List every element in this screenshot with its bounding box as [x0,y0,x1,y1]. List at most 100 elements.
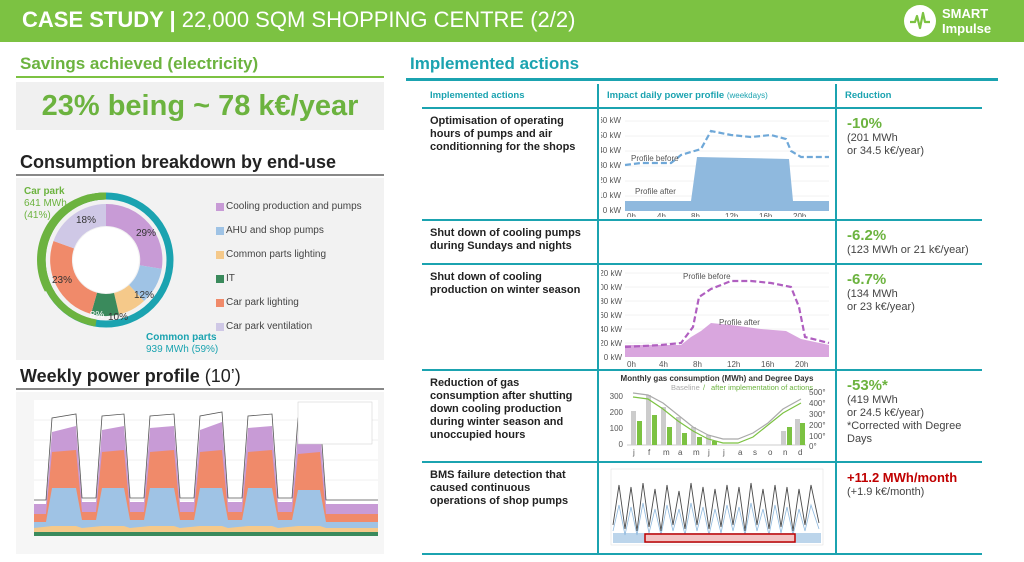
svg-text:0 kW: 0 kW [604,353,623,362]
svg-text:0h: 0h [627,212,636,217]
table-row: Shut down of cooling production on winte… [422,264,982,371]
slice-common-lighting [114,285,144,315]
savings-box: 23% being ~ 78 k€/year [16,82,384,130]
reduction-pct: -10% [847,115,883,132]
reduction-detail: (201 MWh [847,132,898,144]
reduction-detail: or 23 k€/year) [847,301,915,313]
svg-text:20 kW: 20 kW [601,176,621,185]
svg-text:a: a [678,448,683,457]
legend-item: Cooling production and pumps [216,201,362,212]
impact-chart-3: Monthly gas consumption (MWh) and Degree… [597,370,837,463]
action-text: BMS failure detection that caused contin… [422,462,598,555]
reduction-cell: -10% (201 MWh or 34.5 k€/year) [836,108,982,221]
legend-item: Car park ventilation [216,321,312,332]
svg-text:20h: 20h [795,360,808,367]
page-title-rest: 22,000 SQM SHOPPING CENTRE (2/2) [175,7,576,32]
action-text: Shut down of cooling pumps during Sunday… [422,220,598,265]
reduction-cell: -6.7% (134 MWh or 23 k€/year) [836,264,982,371]
svg-text:m: m [693,448,700,457]
reduction-cell: -6.2% (123 MWh or 21 k€/year) [836,220,982,265]
svg-text:300: 300 [610,392,624,401]
savings-divider [16,76,384,78]
page-title-bold: CASE STUDY | [22,7,176,32]
reduction-pct: +11.2 MWh/month [847,470,958,485]
svg-text:16h: 16h [759,212,772,217]
weekly-power-chart [34,400,378,536]
action-text: Optimisation of operating hours of pumps… [422,108,598,221]
page-title: CASE STUDY | 22,000 SQM SHOPPING CENTRE … [22,7,575,33]
svg-text:0°: 0° [809,442,817,451]
logo-line2: Impulse [942,21,992,36]
slice-carpark-ventilation [53,204,106,249]
carpark-pct: (41%) [24,210,51,221]
carpark-value: 641 MWh [24,198,67,209]
svg-text:o: o [768,448,773,457]
svg-text:20h: 20h [793,212,806,217]
weekly-title-bold: Weekly power profile [20,366,200,386]
reduction-cell: -53%* (419 MWh or 24.5 k€/year) *Correct… [836,370,982,463]
svg-text:20 kW: 20 kW [601,339,622,348]
chart3-legend-after: after implementation of actions [711,383,813,392]
svg-text:12h: 12h [725,212,738,217]
actions-table: Implemented actions Impact daily power p… [422,84,982,555]
reduction-detail: *Corrected with Degree [847,420,962,432]
svg-text:0 kW: 0 kW [603,206,622,215]
svg-text:30 kW: 30 kW [601,161,621,170]
svg-text:120 kW: 120 kW [601,269,622,278]
svg-text:0: 0 [619,440,624,449]
slice-label-cooling: 29% [136,228,156,239]
carpark-label: Car park 641 MWh (41%) [24,186,67,222]
logo-text: SMART Impulse [942,6,991,36]
svg-text:8h: 8h [691,212,700,217]
table-row: Shut down of cooling pumps during Sunday… [422,220,982,265]
impact-chart-1: 60 kW 50 kW 40 kW 30 kW 20 kW 10 kW 0 kW… [597,108,837,221]
slice-label-it: 8% [90,310,105,321]
slice-ahu [129,265,162,301]
svg-text:60 kW: 60 kW [601,116,621,125]
slice-carpark-lighting [50,241,97,314]
slice-label-carpark-ventilation: 18% [76,215,96,226]
slice-label-carpark-lighting: 23% [52,275,72,286]
svg-text:j: j [722,448,725,457]
action-text: Shut down of cooling production on winte… [422,264,598,371]
svg-text:m: m [663,448,670,457]
col-header-reduction: Reduction [836,84,982,109]
legend-item: Common parts lighting [216,249,326,260]
header-bar: CASE STUDY | 22,000 SQM SHOPPING CENTRE … [0,0,1024,42]
chart2-label-after: Profile after [719,318,760,327]
breakdown-title: Consumption breakdown by end-use [20,152,337,172]
svg-text:100 kW: 100 kW [601,283,622,292]
svg-text:40 kW: 40 kW [601,146,621,155]
chart1-label-after: Profile after [635,187,676,196]
actions-divider [406,78,998,81]
svg-text:8h: 8h [693,360,702,367]
svg-text:200°: 200° [809,421,826,430]
reduction-detail: (419 MWh [847,394,898,406]
svg-text:10 kW: 10 kW [601,191,621,200]
breakdown-divider [16,174,384,176]
weekly-title-rest: (10’) [199,366,241,386]
svg-text:0h: 0h [627,360,636,367]
reduction-pct: -6.2% [847,227,887,244]
impact-chart-2: 120 kW 100 kW 80 kW 60 kW 40 kW 20 kW 0 … [597,264,837,371]
reduction-pct: -53%* [847,377,888,394]
svg-text:a: a [738,448,743,457]
reduction-detail: or 24.5 k€/year) [847,407,925,419]
actions-title: Implemented actions [410,54,580,73]
common-parts-label: Common parts 939 MWh (59%) [146,332,218,356]
actions-header-row: Implemented actions Impact daily power p… [422,84,982,109]
common-parts-value: 939 MWh (59%) [146,344,219,355]
weekly-chart-panel [16,392,384,554]
col-header-action: Implemented actions [422,84,598,109]
svg-text:100°: 100° [809,432,826,441]
svg-text:f: f [648,448,651,457]
chart3-legend-sep: / [703,383,706,392]
savings-title: Savings achieved (electricity) [20,54,259,73]
svg-text:d: d [798,448,802,457]
table-row: Reduction of gas consumption after shutt… [422,370,982,463]
action-text: Reduction of gas consumption after shutt… [422,370,598,463]
savings-value: 23% being ~ 78 k€/year [41,90,359,122]
col-header-impact: Impact daily power profile (weekdays) [597,84,837,109]
legend-item: Car park lighting [216,297,299,308]
chart1-label-before: Profile before [631,154,679,163]
